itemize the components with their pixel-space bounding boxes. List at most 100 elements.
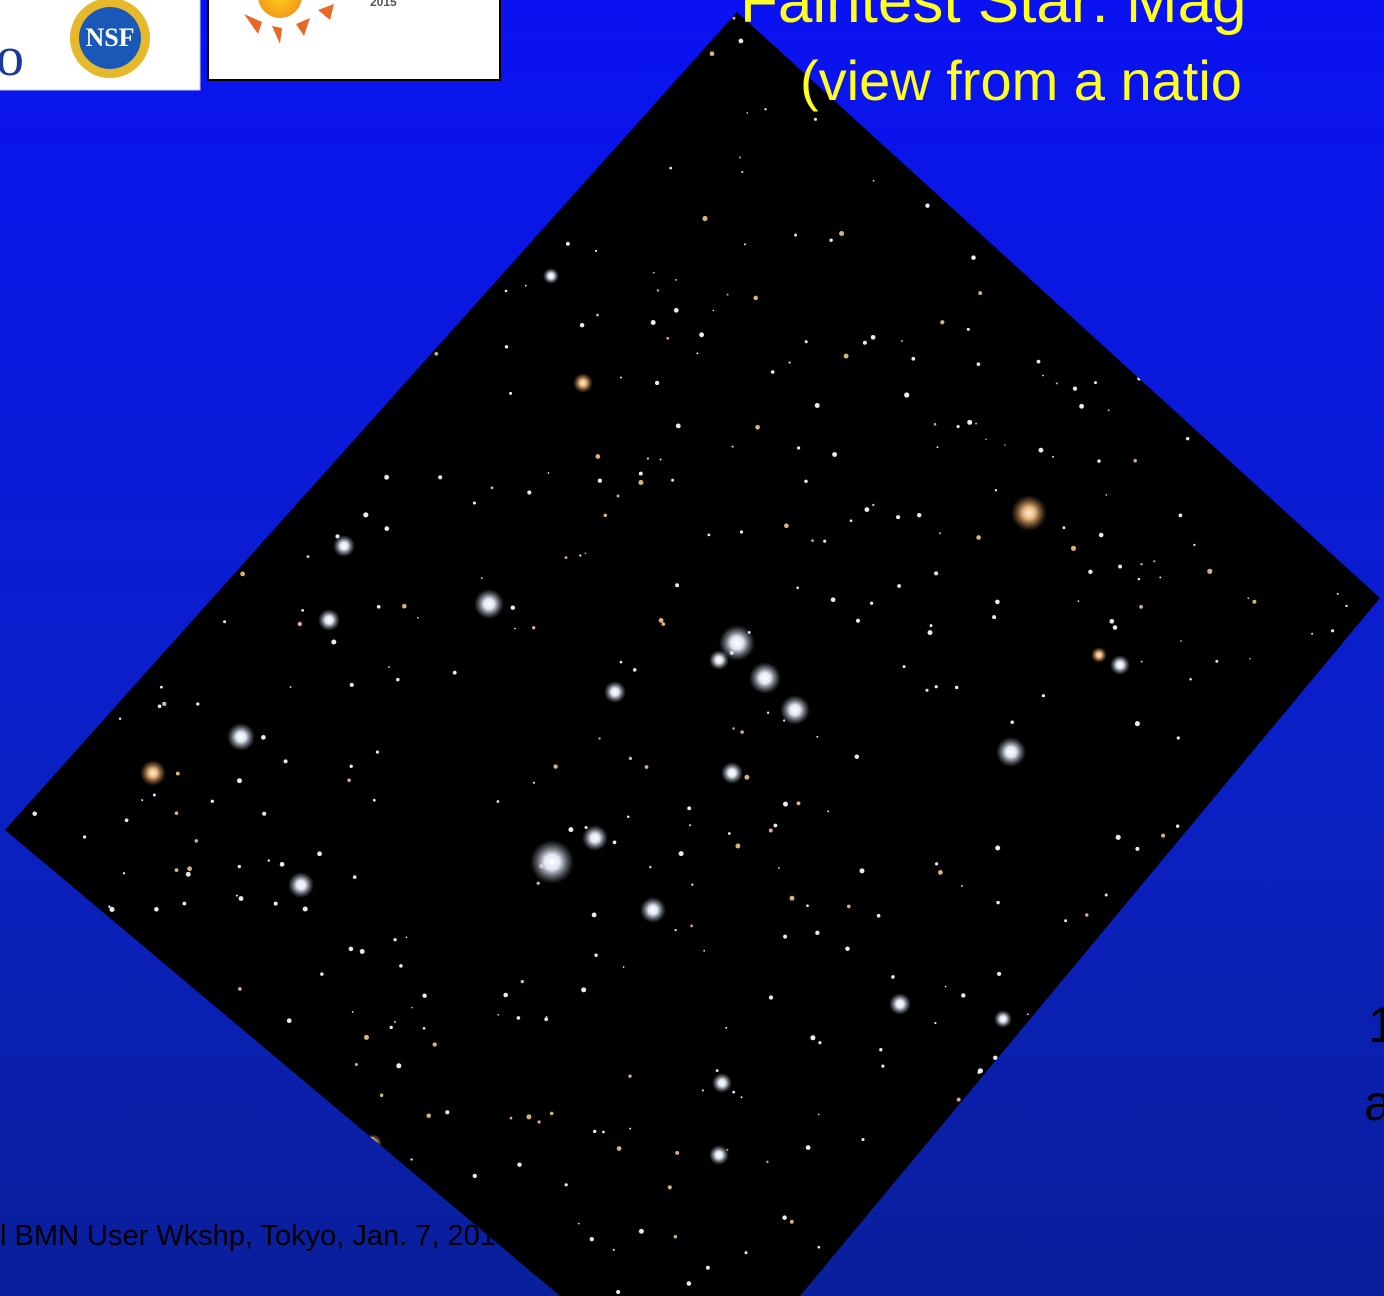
star bbox=[613, 841, 617, 845]
star bbox=[832, 452, 837, 457]
star bbox=[298, 622, 302, 626]
star bbox=[1247, 597, 1249, 599]
star bbox=[303, 906, 308, 911]
star bbox=[939, 532, 941, 534]
star bbox=[1135, 721, 1140, 726]
star bbox=[647, 457, 649, 459]
star bbox=[565, 556, 568, 559]
star bbox=[582, 825, 608, 851]
star bbox=[1118, 565, 1122, 569]
star bbox=[1133, 459, 1136, 462]
star bbox=[967, 420, 972, 425]
star bbox=[712, 310, 714, 312]
star bbox=[940, 320, 944, 324]
star bbox=[240, 572, 245, 577]
star bbox=[978, 291, 982, 295]
star bbox=[856, 619, 860, 623]
star bbox=[1252, 600, 1256, 604]
star bbox=[1071, 546, 1076, 551]
side-text: 1 bbox=[1368, 997, 1384, 1053]
star bbox=[410, 1158, 412, 1160]
star bbox=[594, 954, 597, 957]
star bbox=[160, 686, 163, 689]
star bbox=[511, 605, 515, 609]
star bbox=[712, 1073, 732, 1093]
star bbox=[675, 1151, 679, 1155]
star bbox=[744, 775, 749, 780]
star bbox=[1037, 360, 1041, 364]
star bbox=[783, 935, 787, 939]
star bbox=[702, 216, 707, 221]
star bbox=[380, 1093, 384, 1097]
star bbox=[769, 829, 773, 833]
star bbox=[889, 993, 911, 1015]
star bbox=[158, 704, 162, 708]
star bbox=[349, 947, 354, 952]
star bbox=[445, 1110, 449, 1114]
star bbox=[870, 602, 873, 605]
star bbox=[481, 577, 483, 579]
star bbox=[175, 811, 179, 815]
star bbox=[290, 686, 292, 688]
star bbox=[32, 811, 37, 816]
star bbox=[223, 620, 226, 623]
star bbox=[831, 597, 836, 602]
star bbox=[627, 815, 630, 818]
star bbox=[1193, 544, 1195, 546]
star bbox=[629, 1128, 631, 1130]
star bbox=[125, 818, 129, 822]
star bbox=[473, 501, 476, 504]
star bbox=[703, 950, 705, 952]
star bbox=[604, 514, 607, 517]
star bbox=[109, 907, 114, 912]
star bbox=[1105, 894, 1108, 897]
star bbox=[879, 1048, 882, 1051]
star bbox=[977, 362, 981, 366]
star bbox=[517, 1016, 521, 1020]
star bbox=[353, 875, 357, 879]
star bbox=[823, 540, 826, 543]
star bbox=[514, 628, 516, 630]
star bbox=[261, 735, 266, 740]
star bbox=[537, 882, 540, 885]
star bbox=[426, 1113, 431, 1118]
star bbox=[778, 867, 780, 869]
star bbox=[783, 802, 788, 807]
star bbox=[596, 314, 599, 317]
star bbox=[805, 340, 808, 343]
star bbox=[937, 446, 939, 448]
star bbox=[640, 897, 666, 923]
star bbox=[996, 737, 1026, 767]
star bbox=[434, 352, 438, 356]
star bbox=[687, 1281, 692, 1286]
star bbox=[629, 757, 632, 760]
star bbox=[897, 584, 901, 588]
star bbox=[1153, 560, 1155, 562]
star bbox=[1038, 448, 1043, 453]
star bbox=[804, 480, 807, 483]
star bbox=[995, 846, 1000, 851]
star bbox=[957, 1098, 961, 1102]
star bbox=[732, 727, 734, 729]
star bbox=[497, 800, 500, 803]
star bbox=[925, 689, 928, 692]
star bbox=[617, 1146, 622, 1151]
star bbox=[154, 907, 159, 912]
star bbox=[732, 1091, 735, 1094]
star bbox=[1179, 514, 1183, 518]
star bbox=[1140, 563, 1142, 565]
star bbox=[814, 118, 817, 121]
star bbox=[818, 1041, 821, 1044]
star bbox=[904, 392, 909, 397]
star bbox=[238, 987, 242, 991]
star bbox=[598, 737, 600, 739]
star bbox=[287, 1018, 292, 1023]
star bbox=[1331, 629, 1334, 632]
star bbox=[995, 600, 1000, 605]
star bbox=[553, 764, 557, 768]
star bbox=[566, 242, 570, 246]
star bbox=[1011, 495, 1047, 531]
star bbox=[994, 1010, 1012, 1028]
star bbox=[422, 994, 426, 998]
star bbox=[411, 1007, 413, 1009]
